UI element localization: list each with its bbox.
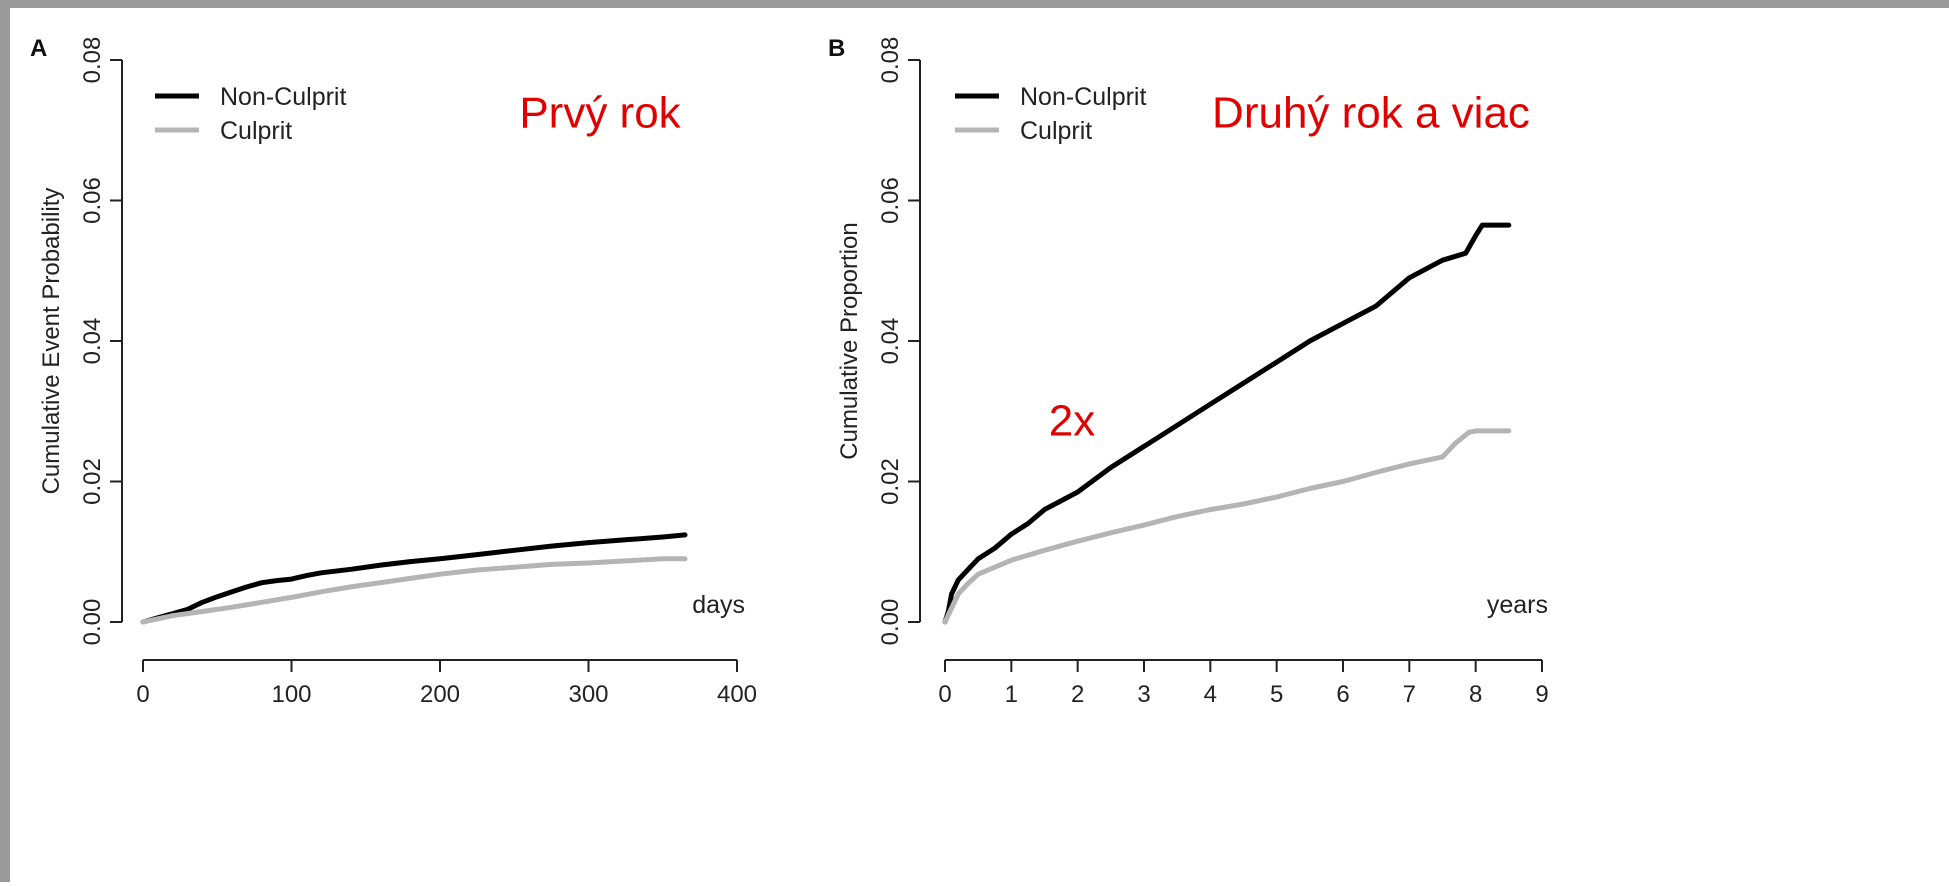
x-unit-label: days <box>692 591 745 619</box>
y-tick-label: 0.08 <box>877 37 904 84</box>
y-tick-label: 0.08 <box>79 37 106 84</box>
x-tick-label: 0 <box>136 681 149 708</box>
y-tick-label: 0.06 <box>877 177 904 224</box>
annotation-2x-label: 2x <box>1049 397 1095 446</box>
y-tick-label: 0.04 <box>79 318 106 365</box>
x-tick-label: 4 <box>1204 681 1217 708</box>
y-axis-title: Cumulative Event Probability <box>38 188 65 495</box>
y-tick-label: 0.02 <box>877 458 904 505</box>
x-tick-label: 1 <box>1005 681 1018 708</box>
y-tick-label: 0.06 <box>79 177 106 224</box>
legend-label: Non-Culprit <box>1020 83 1146 111</box>
legend-label: Culprit <box>1020 117 1092 145</box>
y-tick-label: 0.02 <box>79 458 106 505</box>
annotation-label: Prvý rok <box>519 89 681 138</box>
series-line-non-culprit <box>140 532 688 625</box>
x-tick-label: 5 <box>1270 681 1283 708</box>
y-tick-label: 0.04 <box>877 318 904 365</box>
panel-letter: A <box>30 35 47 62</box>
series-line-culprit <box>942 428 1512 625</box>
series-line-culprit <box>140 556 688 625</box>
series-line-non-culprit <box>942 222 1512 625</box>
x-tick-label: 9 <box>1535 681 1548 708</box>
panel-letter: B <box>828 35 845 62</box>
y-tick-label: 0.00 <box>79 599 106 646</box>
x-tick-label: 2 <box>1071 681 1084 708</box>
x-tick-label: 3 <box>1137 681 1150 708</box>
x-tick-label: 200 <box>420 681 460 708</box>
x-tick-label: 8 <box>1469 681 1482 708</box>
y-axis-title: Cumulative Proportion <box>836 222 863 459</box>
x-tick-label: 100 <box>271 681 311 708</box>
chart-figure: A 0.00 0.02 0.04 0.06 0.08 Cumulative Event Pr… <box>30 35 1549 708</box>
y-tick-label: 0.00 <box>877 599 904 646</box>
legend-label: Non-Culprit <box>220 83 346 111</box>
x-tick-label: 0 <box>938 681 951 708</box>
x-tick-label: 6 <box>1336 681 1349 708</box>
annotation-label: Druhý rok a viac <box>1212 89 1530 138</box>
legend-label: Culprit <box>220 117 292 145</box>
x-tick-label: 300 <box>568 681 608 708</box>
x-tick-label: 400 <box>717 681 757 708</box>
x-unit-label: years <box>1487 591 1548 619</box>
x-tick-label: 7 <box>1403 681 1416 708</box>
